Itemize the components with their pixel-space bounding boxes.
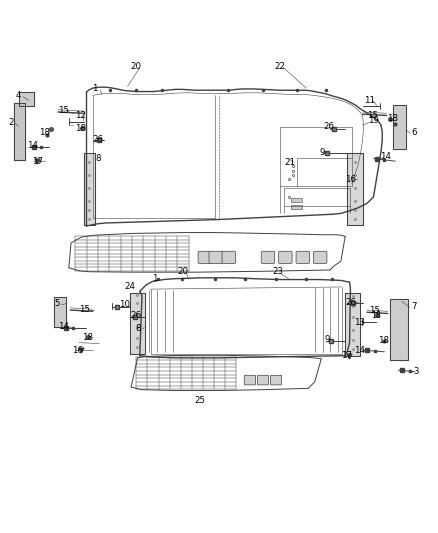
Text: 8: 8 — [95, 154, 101, 163]
FancyBboxPatch shape — [222, 251, 236, 263]
FancyBboxPatch shape — [209, 251, 223, 263]
Text: 16: 16 — [345, 175, 356, 184]
Text: 17: 17 — [341, 351, 352, 360]
Text: 11: 11 — [364, 96, 374, 105]
Text: 1: 1 — [152, 274, 157, 283]
Text: 18: 18 — [378, 336, 389, 345]
Text: 17: 17 — [32, 157, 42, 166]
Text: 26: 26 — [130, 311, 141, 320]
Text: 10: 10 — [119, 300, 130, 309]
Polygon shape — [347, 154, 363, 225]
Polygon shape — [393, 106, 406, 149]
Text: 14: 14 — [27, 141, 38, 150]
Text: 18: 18 — [75, 124, 86, 133]
Polygon shape — [130, 293, 145, 353]
Bar — [291, 205, 302, 209]
Text: 15: 15 — [79, 305, 91, 313]
Text: 15: 15 — [367, 111, 378, 120]
FancyBboxPatch shape — [270, 375, 282, 385]
Text: 9: 9 — [320, 148, 325, 157]
Text: 18: 18 — [39, 128, 50, 137]
Polygon shape — [14, 103, 25, 160]
FancyBboxPatch shape — [279, 251, 292, 263]
Text: 4: 4 — [16, 91, 21, 100]
Text: 18: 18 — [371, 311, 381, 320]
Text: 18: 18 — [387, 114, 398, 123]
Text: 8: 8 — [136, 324, 141, 333]
Text: 6: 6 — [411, 128, 417, 137]
Text: 13: 13 — [353, 318, 365, 327]
Text: 1: 1 — [92, 84, 98, 93]
Text: 26: 26 — [323, 122, 334, 131]
FancyBboxPatch shape — [257, 375, 268, 385]
Text: 20: 20 — [178, 267, 189, 276]
Text: 12: 12 — [75, 110, 86, 119]
Text: 23: 23 — [272, 267, 283, 276]
Text: 26: 26 — [345, 298, 356, 306]
FancyBboxPatch shape — [314, 251, 327, 263]
Text: 20: 20 — [131, 62, 142, 71]
Text: 24: 24 — [124, 281, 135, 290]
Text: 14: 14 — [58, 322, 69, 331]
Text: 7: 7 — [411, 302, 417, 311]
Text: 14: 14 — [353, 345, 365, 354]
FancyBboxPatch shape — [261, 251, 275, 263]
FancyBboxPatch shape — [198, 251, 212, 263]
Text: 25: 25 — [194, 396, 205, 405]
Bar — [291, 198, 302, 202]
Polygon shape — [84, 154, 95, 225]
Polygon shape — [390, 299, 408, 360]
Text: 22: 22 — [275, 62, 286, 71]
Text: 18: 18 — [82, 333, 93, 342]
Polygon shape — [19, 92, 34, 107]
Text: 19: 19 — [368, 116, 379, 125]
Text: 2: 2 — [8, 117, 14, 126]
Text: 3: 3 — [413, 367, 418, 376]
Text: 26: 26 — [92, 135, 103, 144]
Text: 15: 15 — [369, 306, 380, 316]
Text: 14: 14 — [380, 152, 391, 161]
Text: 9: 9 — [324, 335, 330, 344]
Polygon shape — [345, 293, 360, 356]
FancyBboxPatch shape — [296, 251, 310, 263]
Text: 15: 15 — [58, 106, 69, 115]
Text: 16: 16 — [72, 345, 83, 354]
Polygon shape — [53, 297, 66, 327]
Text: 5: 5 — [54, 299, 60, 308]
Text: 21: 21 — [284, 158, 295, 166]
FancyBboxPatch shape — [244, 375, 255, 385]
